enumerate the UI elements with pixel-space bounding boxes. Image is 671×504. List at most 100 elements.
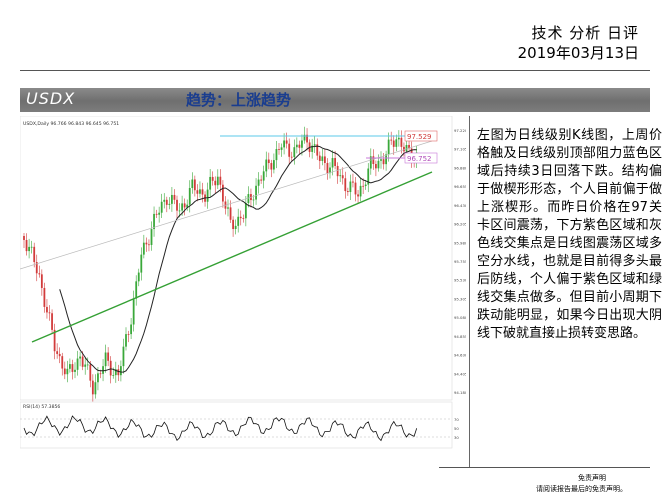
candle-body: [153, 213, 155, 230]
candle-body: [234, 225, 237, 230]
moving-average-line: [59, 145, 417, 373]
candle-body: [354, 182, 357, 195]
candle-body: [367, 168, 370, 185]
price-tick-label: 97.105: [454, 147, 466, 152]
candle-body: [306, 134, 308, 143]
candle-body: [196, 190, 199, 194]
candle-body: [265, 159, 268, 172]
candle-body: [130, 324, 132, 335]
candle-body: [181, 203, 183, 211]
candle-body: [211, 176, 214, 181]
candle-body: [135, 281, 138, 299]
header-divider: [20, 70, 650, 71]
candle-body: [346, 191, 349, 193]
candlestick-chart-svg: 97.529 96.752 USDX,Daily 96.766 96.843 9…: [19, 115, 468, 450]
candle-body: [293, 147, 296, 158]
candle-body: [262, 171, 265, 181]
candle-body: [237, 216, 240, 226]
candle-body: [48, 312, 51, 314]
candle-body: [137, 272, 140, 282]
price-chart: 97.529 96.752 USDX,Daily 96.766 96.843 9…: [19, 115, 468, 450]
trend-label: 趋势：上涨趋势: [186, 91, 292, 109]
price-tick-label: 95.755: [454, 259, 466, 264]
candle-body: [163, 199, 166, 202]
candle-body: [329, 167, 331, 174]
main-plot-frame: [19, 115, 453, 401]
candle-body: [117, 369, 120, 376]
candle-body: [252, 199, 255, 201]
candle-body: [58, 353, 61, 357]
disclaimer-title: 免责声明: [578, 474, 606, 482]
candle-body: [214, 180, 217, 186]
candle-body: [206, 189, 209, 202]
price-tick-label: 96.430: [454, 203, 466, 208]
candle-body: [311, 145, 314, 152]
candle-body: [155, 213, 158, 215]
price-tick-label: 94.630: [454, 353, 466, 358]
candle-body: [81, 356, 84, 367]
candle-body: [336, 165, 339, 177]
candle-body: [102, 366, 104, 374]
price-tick-label: 95.080: [454, 315, 466, 320]
candle-body: [290, 156, 293, 158]
price-tick-label: 95.530: [454, 278, 466, 283]
candle-body: [74, 369, 76, 372]
price-tick-label: 97.220: [454, 128, 466, 133]
candle-body: [229, 207, 232, 220]
candle-body: [357, 194, 359, 197]
candle-body: [280, 147, 283, 150]
candle-body: [191, 179, 194, 189]
candle-body: [331, 158, 334, 168]
candle-body: [107, 352, 110, 361]
candle-body: [56, 351, 59, 354]
candle-body: [79, 356, 81, 359]
candle-body: [227, 207, 229, 209]
candle-body: [247, 194, 250, 204]
candle-body: [186, 204, 189, 208]
candle-body: [165, 199, 168, 205]
candle-body: [53, 329, 56, 352]
price-tick-label: 94.405: [454, 371, 466, 376]
current-tag-box: [404, 152, 438, 164]
candle-body: [244, 203, 247, 219]
candle-body: [403, 146, 405, 152]
candle-body: [334, 158, 336, 166]
candle-body: [209, 176, 212, 190]
candle-body: [257, 179, 260, 186]
candle-body: [183, 203, 186, 208]
oscillator-axis: 70 50 30: [454, 417, 459, 440]
symbol-label: USDX: [26, 89, 76, 108]
candle-body: [61, 356, 64, 369]
candle-body: [275, 149, 278, 161]
price-tick-label: 95.980: [454, 240, 466, 245]
candle-body: [76, 358, 79, 370]
candle-body: [91, 380, 94, 395]
candle-body: [359, 185, 362, 197]
candle-body: [285, 140, 288, 144]
osc-tick-label: 70: [454, 417, 459, 422]
price-tick-label: 95.305: [454, 296, 466, 301]
candle-body: [69, 364, 71, 369]
candle-body: [278, 149, 280, 150]
candle-body: [193, 179, 196, 191]
candle-body: [46, 306, 48, 313]
candle-body: [288, 143, 291, 157]
candle-body: [25, 240, 28, 252]
candle-body: [84, 364, 87, 367]
candle-body: [33, 246, 36, 263]
candle-body: [301, 140, 303, 148]
candle-body: [66, 368, 69, 375]
candle-body: [362, 185, 365, 187]
report-title: 技术 分析 日评: [531, 24, 639, 42]
candle-body: [89, 364, 92, 381]
candle-body: [148, 244, 150, 246]
candle-body: [352, 181, 354, 183]
candle-body: [313, 144, 316, 146]
candle-body: [390, 139, 393, 141]
candle-body: [112, 375, 115, 376]
candle-body: [142, 242, 145, 255]
candle-body: [94, 382, 97, 395]
candle-body: [99, 373, 102, 375]
gray-trendline: [19, 140, 433, 270]
green-support-trendline: [31, 171, 433, 343]
